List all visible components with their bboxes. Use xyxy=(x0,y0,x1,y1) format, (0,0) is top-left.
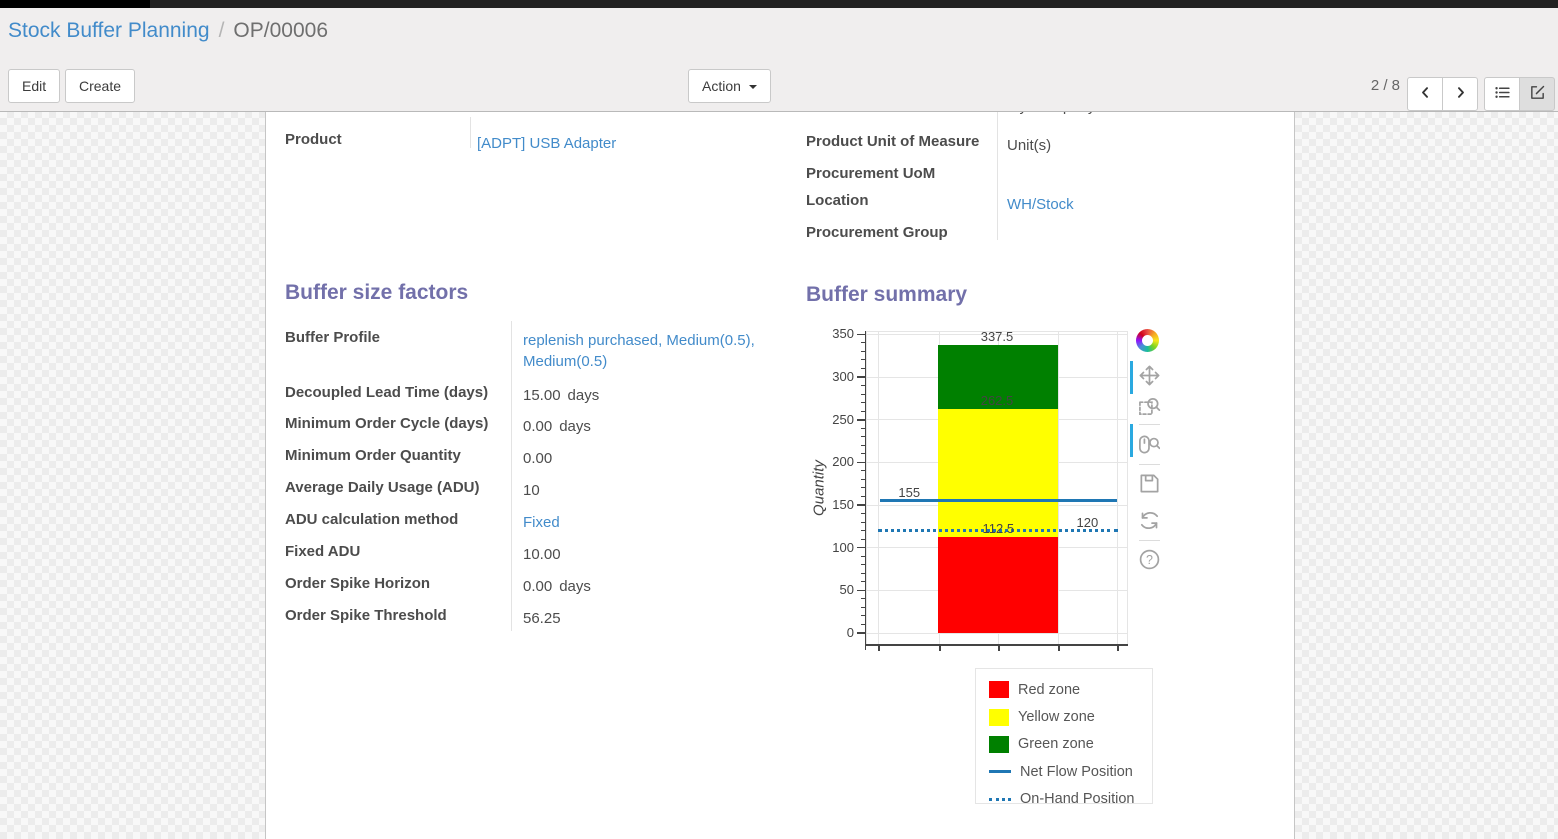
control-panel: Stock Buffer Planning / OP/00006 Edit Crea… xyxy=(0,8,1558,112)
legend-swatch-red-zone xyxy=(989,681,1009,699)
legend-label: Green zone xyxy=(1018,736,1094,753)
edit-button[interactable]: Edit xyxy=(8,69,61,103)
help-tool-icon[interactable]: ? xyxy=(1138,548,1161,571)
list-icon xyxy=(1494,84,1511,104)
save-tool-icon[interactable] xyxy=(1138,472,1161,495)
legend-item: Net Flow Position xyxy=(989,758,1152,785)
legend-swatch-line xyxy=(989,770,1011,774)
pager-next-button[interactable] xyxy=(1442,77,1478,111)
field-value-link[interactable]: Fixed xyxy=(523,514,560,531)
chart-legend: Red zone Yellow zone Green zone Net Flow Po… xyxy=(975,668,1153,807)
pager-count: 2 / 8 xyxy=(1370,77,1400,94)
legend-label: Net Flow Position xyxy=(1020,763,1133,780)
action-label: Action xyxy=(702,78,741,94)
wheel-zoom-tool-icon[interactable] xyxy=(1137,433,1160,456)
svg-text:?: ? xyxy=(1146,553,1153,567)
company-value-clipped: My Company xyxy=(1007,112,1095,115)
chevron-left-icon xyxy=(1418,85,1433,103)
field-value-link[interactable]: replenish purchased, Medium(0.5), Medium… xyxy=(523,332,755,370)
legend-label: Yellow zone xyxy=(1018,709,1095,726)
legend-swatch-yellow-zone xyxy=(989,708,1009,726)
list-view-button[interactable] xyxy=(1484,77,1520,111)
legend-swatch-dotted xyxy=(989,797,1011,801)
create-button[interactable]: Create xyxy=(65,69,136,103)
breadcrumb-separator: / xyxy=(218,19,225,42)
breadcrumb-current: OP/00006 xyxy=(233,19,328,42)
toolbar-separator xyxy=(1139,540,1160,541)
field-value-link[interactable]: WH/Stock xyxy=(1007,196,1074,213)
form-view-button[interactable] xyxy=(1519,77,1555,111)
legend-swatch-green-zone xyxy=(989,735,1009,753)
pager-nav-group xyxy=(1407,77,1478,111)
field-value-link[interactable]: [ADPT] USB Adapter xyxy=(477,135,617,152)
legend-item: Green zone xyxy=(989,731,1152,758)
legend-item: On-Hand Position xyxy=(989,786,1152,813)
bokeh-logo-icon[interactable] xyxy=(1136,329,1159,352)
legend-label: Red zone xyxy=(1018,681,1081,698)
legend-label: On-Hand Position xyxy=(1020,791,1135,808)
breadcrumb-parent-link[interactable]: Stock Buffer Planning xyxy=(8,19,210,42)
pan-tool-icon[interactable] xyxy=(1138,364,1161,387)
view-switcher xyxy=(1484,77,1555,111)
action-dropdown-button[interactable]: Action xyxy=(688,69,771,103)
reset-tool-icon[interactable] xyxy=(1138,509,1161,532)
chevron-down-icon xyxy=(748,85,757,90)
top-menu-bar xyxy=(0,0,1558,8)
form-edit-icon xyxy=(1529,84,1546,104)
breadcrumb: Stock Buffer Planning / OP/00006 xyxy=(8,19,328,43)
box-zoom-tool-icon[interactable] xyxy=(1138,395,1161,418)
toolbar-separator xyxy=(1139,424,1160,425)
pager-previous-button[interactable] xyxy=(1407,77,1443,111)
legend-item: Red zone xyxy=(989,676,1152,703)
top-menu-active-segment xyxy=(0,0,150,8)
toolbar-separator xyxy=(1139,464,1160,465)
active-tool-indicator xyxy=(1130,361,1133,394)
active-tool-indicator xyxy=(1130,424,1133,457)
chevron-right-icon xyxy=(1453,85,1468,103)
legend-item: Yellow zone xyxy=(989,703,1152,730)
